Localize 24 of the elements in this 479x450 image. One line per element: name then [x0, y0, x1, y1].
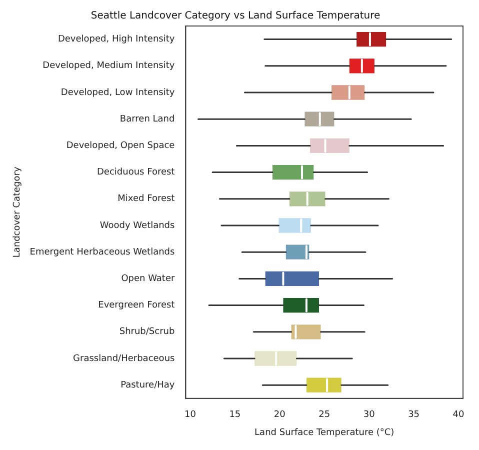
- x-tick-label: 30: [363, 410, 376, 420]
- y-tick-label: Woody Wetlands: [100, 220, 176, 231]
- x-tick-label: 10: [184, 410, 196, 420]
- y-tick-label: Open Water: [121, 274, 175, 284]
- x-tick-label: 35: [408, 410, 420, 420]
- y-tick-label: Developed, Open Space: [66, 141, 176, 152]
- y-tick-label: Pasture/Hay: [120, 380, 176, 390]
- y-tick-label: Developed, High Intensity: [58, 34, 176, 45]
- chart-title: Seattle Landcover Category vs Land Surface Temperature: [90, 10, 380, 22]
- y-tick-label: Emergent Herbaceous Wetlands: [30, 247, 176, 258]
- y-tick-label: Developed, Medium Intensity: [42, 61, 176, 72]
- x-axis-title: Land Surface Temperature (°C): [254, 428, 394, 438]
- y-tick-label: Grassland/Herbaceous: [73, 354, 176, 364]
- y-tick-label: Shrub/Scrub: [119, 327, 175, 338]
- y-tick-label: Deciduous Forest: [96, 168, 176, 178]
- x-tick-label: 25: [318, 410, 330, 420]
- y-tick-label: Mixed Forest: [118, 194, 176, 204]
- x-tick-label: 40: [452, 410, 465, 420]
- y-tick-label: Developed, Low Intensity: [60, 88, 176, 98]
- x-tick-label: 15: [229, 410, 241, 420]
- x-tick-label: 20: [274, 410, 286, 420]
- y-tick-label: Barren Land: [120, 114, 175, 124]
- y-axis-title: Landcover Category: [12, 166, 23, 258]
- y-tick-label: Evergreen Forest: [98, 300, 176, 311]
